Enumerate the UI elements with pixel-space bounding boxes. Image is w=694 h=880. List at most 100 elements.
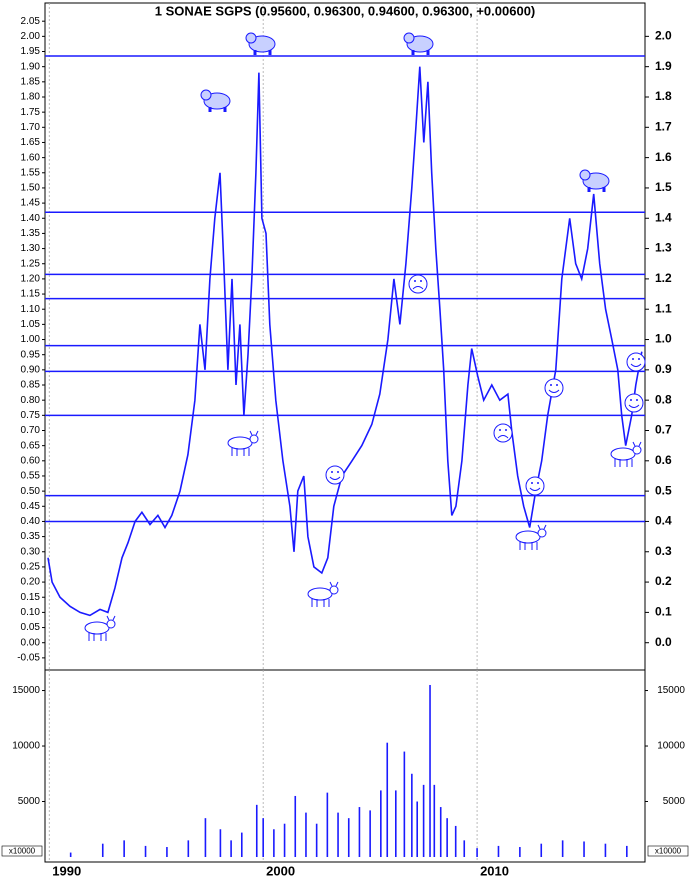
volume-bar — [262, 818, 264, 858]
volume-bar — [315, 823, 318, 858]
volume-bar — [386, 742, 389, 858]
unit-box — [1, 845, 43, 857]
smiley-icon — [544, 378, 564, 398]
volume-bar — [446, 818, 448, 858]
volume-bar — [305, 812, 307, 858]
y2-tick-label: 0.7 — [655, 423, 672, 437]
volume-bar — [369, 810, 371, 858]
y-tick-label: 1.10 — [21, 304, 41, 315]
y2-tick-label: 2.0 — [655, 29, 672, 43]
smiley-icon — [525, 476, 545, 496]
volume-bar — [497, 845, 500, 858]
y-tick-label: 0.25 — [21, 562, 41, 573]
y-tick-label: 1.90 — [21, 61, 41, 72]
y-tick-label: 0.30 — [21, 546, 41, 557]
volume-bar — [283, 823, 286, 858]
y2-tick-label: 0.3 — [655, 544, 672, 558]
bear-icon — [244, 31, 277, 57]
y-tick-label: 0.80 — [21, 395, 41, 406]
volume-panel — [44, 669, 646, 863]
y-tick-label: 1.15 — [21, 289, 41, 300]
volume-bar — [69, 852, 72, 858]
volume-bar — [476, 848, 478, 858]
y2-tick-label: 1.1 — [655, 301, 672, 315]
y-tick-label: 0.00 — [21, 637, 41, 648]
y2-tick-label: 1.2 — [655, 271, 672, 285]
y2-tick-label: 0.5 — [655, 483, 672, 497]
volume-bar — [144, 845, 147, 858]
volume-bar — [439, 807, 442, 858]
y-tick-label: 1.60 — [21, 152, 41, 163]
bear-icon — [578, 168, 611, 194]
volume-bar — [561, 840, 564, 858]
y2-tick-label: 0.9 — [655, 362, 672, 376]
y-tick-label: 15000 — [12, 685, 40, 696]
smiley-icon — [626, 352, 646, 372]
y-tick-label: 10000 — [657, 741, 685, 752]
y2-tick-label: 1.0 — [655, 332, 672, 346]
y-tick-label: 1.70 — [21, 122, 41, 133]
y-tick-label: 1.25 — [21, 258, 41, 269]
y-tick-label: 0.35 — [21, 531, 41, 542]
volume-bar — [337, 812, 339, 858]
bull-icon — [84, 615, 116, 642]
y-tick-label: 10000 — [12, 741, 40, 752]
y-tick-label: 1.75 — [21, 107, 41, 118]
volume-bar — [219, 829, 222, 858]
y-tick-label: 0.95 — [21, 349, 41, 360]
y-tick-label: 2.00 — [21, 31, 41, 42]
y-tick-label: 1.30 — [21, 243, 41, 254]
bull-icon — [227, 430, 259, 457]
y2-tick-label: 1.6 — [655, 150, 672, 164]
volume-bar — [416, 801, 418, 858]
y-tick-label: 1.85 — [21, 76, 41, 87]
volume-bar — [519, 847, 521, 858]
price-panel — [44, 2, 646, 671]
volume-bar — [583, 841, 585, 858]
y-tick-label: 0.90 — [21, 364, 41, 375]
volume-bar — [230, 840, 232, 858]
bear-icon — [402, 31, 435, 57]
volume-bar — [255, 804, 258, 858]
y2-tick-label: 0.0 — [655, 635, 672, 649]
volume-bar — [626, 845, 628, 858]
y2-tick-label: 1.8 — [655, 89, 672, 103]
volume-bar — [326, 792, 329, 858]
y2-tick-label: 0.6 — [655, 453, 672, 467]
chart-title: 1 SONAE SGPS (0.95600, 0.96300, 0.94600,… — [155, 3, 536, 18]
x-tick-label: 2000 — [266, 863, 295, 878]
y-tick-label: 0.15 — [21, 592, 41, 603]
y-tick-label: 0.65 — [21, 440, 41, 451]
volume-bar — [187, 840, 190, 858]
y-tick-label: 1.45 — [21, 198, 41, 209]
y2-tick-label: 1.4 — [655, 210, 672, 224]
volume-bar — [347, 818, 350, 858]
volume-bar — [411, 773, 413, 858]
price-line — [47, 66, 643, 617]
volume-bar — [123, 840, 125, 858]
plot-area: -0.05 0.00 0.05 0.10 0.15 0.20 0.25 0.30 0.35 0.4… — [12, 3, 685, 878]
volume-bar — [240, 832, 243, 858]
bull-icon — [515, 524, 547, 551]
volume-bar — [395, 790, 397, 858]
volume-bar — [101, 843, 104, 858]
y-tick-label: 1.05 — [21, 319, 41, 330]
y-tick-label: 1.20 — [21, 274, 41, 285]
y-tick-label: -0.05 — [17, 653, 40, 664]
y-tick-label: 1.35 — [21, 228, 41, 239]
y-tick-label: 1.40 — [21, 213, 41, 224]
y-tick-label: 15000 — [657, 685, 685, 696]
y-tick-label: 1.50 — [21, 183, 41, 194]
volume-bar — [166, 847, 168, 858]
bull-icon — [307, 581, 339, 608]
smiley-icon — [325, 465, 345, 485]
y-tick-label: 0.40 — [21, 516, 41, 527]
y-tick-label: 1.00 — [21, 334, 41, 345]
frown-icon — [493, 423, 513, 443]
y2-tick-label: 0.8 — [655, 392, 672, 406]
volume-bar — [380, 790, 382, 858]
y-tick-label: 5000 — [18, 796, 41, 807]
volume-bar — [422, 784, 425, 858]
y2-tick-label: 1.5 — [655, 180, 672, 194]
volume-bar — [403, 751, 406, 858]
